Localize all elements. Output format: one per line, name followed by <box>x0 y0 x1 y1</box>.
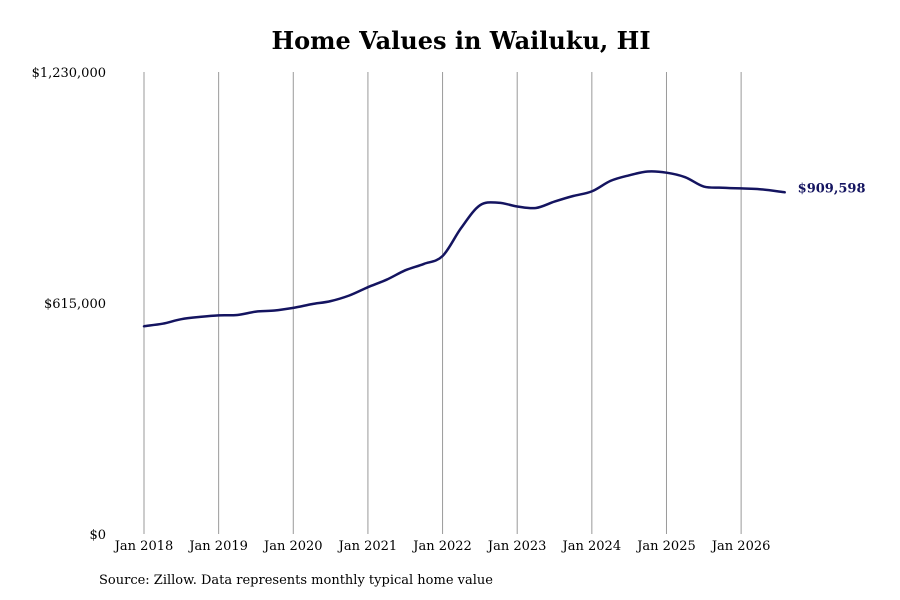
end-value-label: $909,598 <box>798 181 866 196</box>
data-labels: $909,598 <box>798 181 866 196</box>
y-tick-label: $1,230,000 <box>32 66 106 81</box>
x-tick-label: Jan 2024 <box>561 539 622 554</box>
x-tick-label: Jan 2022 <box>411 539 472 554</box>
gridlines <box>143 72 742 534</box>
chart-title: Home Values in Wailuku, HI <box>271 26 651 55</box>
x-tick-label: Jan 2020 <box>262 539 323 554</box>
x-axis: Jan 2018 Jan 2019 Jan 2020 Jan 2021 Jan 2022… <box>113 539 771 554</box>
x-tick-label: Jan 2026 <box>710 539 771 554</box>
series-line <box>142 170 786 328</box>
y-tick-label: $0 <box>89 528 106 543</box>
x-tick-label: Jan 2025 <box>635 539 696 554</box>
x-tick-label: Jan 2021 <box>337 539 398 554</box>
x-tick-label: Jan 2019 <box>187 539 248 554</box>
x-tick-label: Jan 2018 <box>113 539 174 554</box>
source-note: Source: Zillow. Data represents monthly … <box>99 573 493 588</box>
x-tick-label: Jan 2023 <box>486 539 547 554</box>
series <box>142 170 786 328</box>
y-tick-label: $615,000 <box>44 297 106 312</box>
y-axis: $0 $615,000 $1,230,000 <box>32 66 106 543</box>
